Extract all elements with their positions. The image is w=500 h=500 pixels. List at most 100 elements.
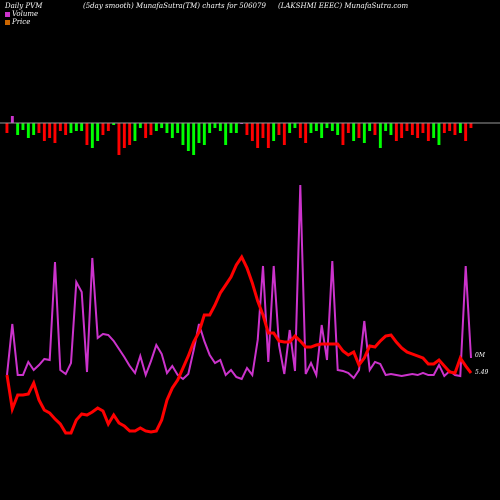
pvm-bar [32, 123, 36, 135]
legend-volume: Volume [5, 10, 38, 18]
pvm-bar [394, 123, 398, 141]
pvm-bar [288, 123, 292, 133]
volume-swatch-icon [5, 11, 10, 17]
pvm-bar [21, 123, 25, 130]
pvm-bar [432, 123, 436, 138]
pvm-bar [469, 123, 473, 128]
pvm-bar [133, 123, 137, 141]
pvm-bar [5, 123, 9, 133]
pvm-bar [437, 123, 441, 145]
pvm-bar [298, 123, 302, 138]
pvm-bar [458, 123, 462, 133]
pvm-bar [416, 123, 420, 138]
pvm-bar [213, 123, 217, 128]
pvm-bar [10, 116, 14, 123]
pvm-bar [453, 123, 457, 135]
pvm-bar [117, 123, 121, 155]
pvm-bar [266, 123, 270, 148]
pvm-bar [272, 123, 276, 141]
legend-price: Price [5, 18, 30, 26]
pvm-bar [320, 123, 324, 138]
pvm-bar [314, 123, 318, 131]
pvm-bar [80, 123, 84, 131]
pvm-bar [208, 123, 212, 133]
pvm-bar [304, 123, 308, 143]
pvm-bar [362, 123, 366, 143]
pvm-bar [229, 123, 233, 133]
stock-name-label: (LAKSHMI EEEC) MunafaSutra.com [278, 2, 409, 10]
legend-price-label: Price [12, 18, 31, 26]
pvm-bar [389, 123, 393, 135]
pvm-bar [64, 123, 68, 135]
pvm-bar [128, 123, 132, 145]
volume-end-label: 0M [475, 352, 485, 359]
pvm-bar [186, 123, 190, 151]
pvm-bars [5, 116, 473, 155]
pvm-bar [42, 123, 46, 141]
pvm-bar [218, 123, 222, 131]
pvm-bar [341, 123, 345, 145]
pvm-bar [16, 123, 20, 135]
volume-line [6, 184, 472, 381]
legend-volume-label: Volume [12, 10, 39, 18]
pvm-bar [26, 123, 30, 138]
pvm-bar [224, 123, 228, 145]
pvm-bar [176, 123, 180, 133]
pvm-bar [282, 123, 286, 145]
pvm-bar [256, 123, 260, 148]
pvm-bar [250, 123, 254, 141]
pvm-bar [48, 123, 52, 138]
price-swatch-icon [5, 19, 10, 25]
pvm-bar [448, 123, 452, 131]
pvm-bar [37, 123, 41, 133]
pvm-bar [112, 123, 116, 125]
pvm-bar [293, 123, 297, 128]
pvm-bar [90, 123, 94, 148]
pvm-bar [357, 123, 361, 138]
pvm-bar [106, 123, 110, 131]
pvm-bar [197, 123, 201, 143]
pvm-bar [234, 123, 238, 133]
pvm-bar [277, 123, 281, 135]
pvm-bar [330, 123, 334, 131]
pvm-bar [368, 123, 372, 131]
pvm-bar [464, 123, 468, 141]
pvm-bar [309, 123, 313, 133]
pvm-bar [58, 123, 62, 131]
pvm-bar [69, 123, 73, 133]
pvm-bar [53, 123, 57, 143]
pvm-bar [165, 123, 169, 133]
pvm-bar [336, 123, 340, 135]
pvm-bar [154, 123, 158, 131]
pvm-bar [410, 123, 414, 135]
pvm-bar [352, 123, 356, 141]
price-end-label: 5.49 [475, 369, 489, 376]
pvm-bar [85, 123, 89, 145]
pvm-bar [346, 123, 350, 133]
pvm-bar [101, 123, 105, 135]
pvm-bar [192, 123, 196, 155]
pvm-bar [405, 123, 409, 131]
pvm-bar [160, 123, 164, 128]
pvm-bar [325, 123, 329, 128]
price-line [5, 253, 473, 435]
pvm-bar [122, 123, 126, 148]
pvm-bar [261, 123, 265, 138]
pvm-bar [74, 123, 78, 131]
chart-type-label: Daily PVM [5, 2, 43, 10]
pvm-bar [138, 123, 142, 128]
pvm-bar [170, 123, 174, 138]
pvm-bar [96, 123, 100, 141]
pvm-bar [378, 123, 382, 148]
pvm-bar [149, 123, 153, 135]
pvm-bar [181, 123, 185, 145]
pvm-bar [442, 123, 446, 133]
pvm-bar [202, 123, 206, 145]
pvm-bar [426, 123, 430, 141]
pvm-bar [400, 123, 404, 138]
chart-title: (5day smooth) MunafaSutra(TM) charts for… [83, 2, 266, 10]
pvm-bar [421, 123, 425, 133]
pvm-bar [245, 123, 249, 135]
pvm-bar [384, 123, 388, 131]
